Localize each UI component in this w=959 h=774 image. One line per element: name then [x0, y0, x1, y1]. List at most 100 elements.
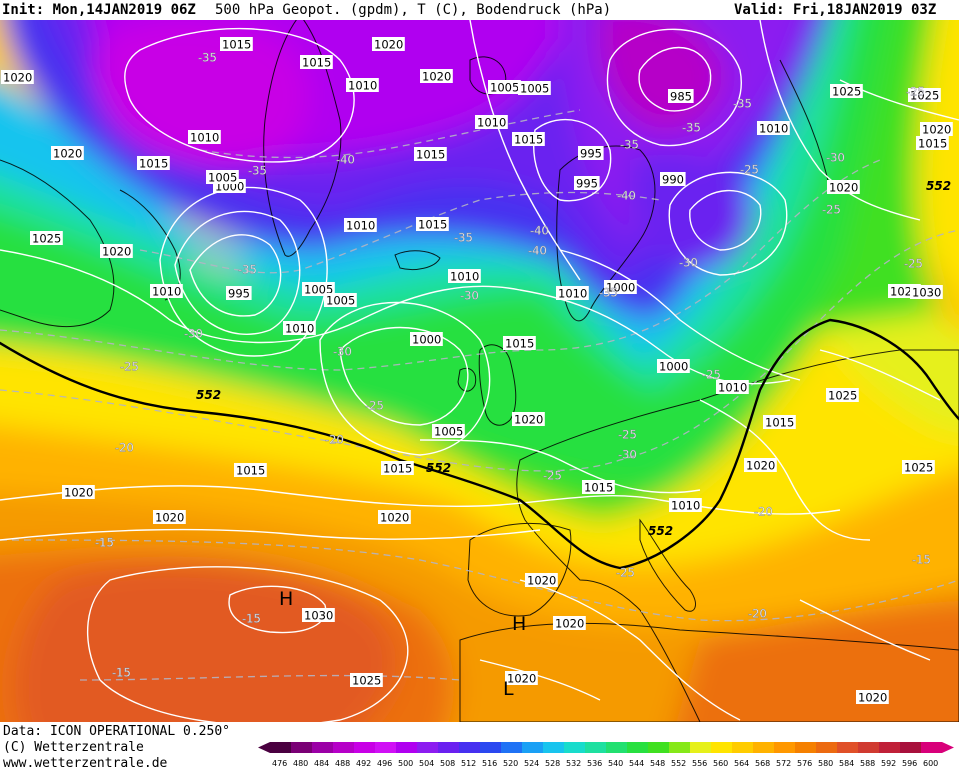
colorbar-tick-label: 556 [692, 759, 707, 768]
pressure-label-box [830, 84, 863, 98]
pressure-label: 1000 [606, 281, 635, 295]
colorbar-tick-label: 552 [671, 759, 686, 768]
pressure-label-box [920, 122, 953, 136]
pressure-label-box [856, 690, 889, 704]
colorbar-tick-label: 564 [734, 759, 749, 768]
colorbar-swatch [648, 742, 669, 753]
pressure-label-box [62, 485, 95, 499]
temperature-label: -30 [618, 448, 637, 462]
pressure-labels: 1015 1015 1020 1020 1010 1010 1025 1020 1015 1010… [1, 37, 953, 705]
pressure-label-box [432, 424, 465, 438]
temperature-label: -35 [248, 164, 267, 178]
pressure-label-box [448, 269, 481, 283]
colorbar-tick-label: 568 [755, 759, 770, 768]
pressure-label-box [668, 89, 694, 103]
colorbar-swatch [543, 742, 564, 753]
pressure-label-box [378, 510, 411, 524]
temperature-label: -35 [238, 263, 257, 277]
pressure-label-box [220, 37, 253, 51]
pressure-label-box [716, 380, 749, 394]
pressure-label: 995 [576, 177, 598, 191]
map-title: 500 hPa Geopot. (gpdm), T (C), Bodendruc… [215, 2, 612, 18]
colorbar-tick-label: 588 [860, 759, 875, 768]
pressure-label: 1020 [155, 511, 184, 525]
temperature-label: -40 [336, 153, 355, 167]
colorbar-tick-label: 572 [776, 759, 791, 768]
temperature-label: -25 [904, 257, 923, 271]
geopotential-552-label: 552 [426, 461, 451, 475]
colorbar-swatch [375, 742, 396, 753]
pressure-label-box [827, 180, 860, 194]
pressure-label: 1000 [659, 360, 688, 374]
pressure-label: 1030 [304, 609, 333, 623]
pressure-label-box [574, 176, 600, 190]
pressure-label: 1010 [190, 131, 219, 145]
pressure-label: 1020 [102, 245, 131, 259]
temperature-label: -25 [906, 85, 925, 99]
pressure-label-box [657, 359, 690, 373]
pressure-label-box [744, 458, 777, 472]
temperature-label: -20 [115, 441, 134, 455]
pressure-label: 1005 [520, 82, 549, 96]
colorbar-swatch [564, 742, 585, 753]
colorbar-tick-label: 476 [272, 759, 287, 768]
pressure-label: 1005 [434, 425, 463, 439]
colorbar-tick-label: 488 [335, 759, 350, 768]
colorbar-arrow-low [258, 742, 270, 753]
colorbar-tick-label: 532 [566, 759, 581, 768]
geopotential-552-label: 552 [926, 179, 951, 193]
init-time: Init: Mon,14JAN2019 06Z [2, 2, 196, 18]
pressure-label-box [669, 498, 702, 512]
temperature-label: -30 [333, 345, 352, 359]
temperature-label: -15 [242, 612, 261, 626]
pressure-label-box [660, 172, 686, 186]
colorbar-tick-label: 492 [356, 759, 371, 768]
pressure-label: 1025 [352, 674, 381, 688]
pressure-label: 1010 [671, 499, 700, 513]
temperature-label: -35 [599, 286, 618, 300]
colorbar-swatch [816, 742, 837, 753]
valid-time: Valid: Fri,18JAN2019 03Z [734, 2, 937, 18]
colorbar-swatch [879, 742, 900, 753]
temperature-label: -35 [620, 138, 639, 152]
colorbar-swatch [606, 742, 627, 753]
pressure-label-box [324, 293, 357, 307]
pressure-label: 1005 [326, 294, 355, 308]
temperature-label: -30 [184, 327, 203, 341]
temperature-label: -25 [740, 163, 759, 177]
pressure-label-box [30, 231, 63, 245]
pressure-label: 1010 [450, 270, 479, 284]
data-source-credit: Data: ICON OPERATIONAL 0.250° [3, 724, 230, 739]
colorbar-tick-label: 504 [419, 759, 434, 768]
pressure-label: 1020 [53, 147, 82, 161]
pressure-label-box [206, 170, 239, 184]
colorbar-tick-label: 528 [545, 759, 560, 768]
temperature-label: -30 [826, 151, 845, 165]
pressure-label: 1020 [380, 511, 409, 525]
colorbar-swatch [732, 742, 753, 753]
temperature-label: -40 [530, 224, 549, 238]
colorbar-tick-label: 496 [377, 759, 392, 768]
pressure-label: 1015 [302, 56, 331, 70]
pressure-label: 1025 [832, 85, 861, 99]
pressure-label: 1015 [383, 462, 412, 476]
low-pressure-marker: L [503, 678, 514, 700]
colorbar-tick-label: 544 [629, 759, 644, 768]
pressure-label: 1020 [514, 413, 543, 427]
temperature-label: -25 [618, 428, 637, 442]
colorbar-swatch [858, 742, 879, 753]
temperature-label: -35 [454, 231, 473, 245]
pressure-label-box [908, 88, 941, 102]
pressure-label: 1020 [858, 691, 887, 705]
pressure-label: 1015 [918, 137, 947, 151]
temperature-label: -30 [460, 289, 479, 303]
geopotential-552-label: 552 [648, 524, 673, 538]
pressure-label: 1020 [374, 38, 403, 52]
pressure-label-box [475, 115, 508, 129]
pressure-label: 990 [662, 173, 684, 187]
colorbar-tick-label: 500 [398, 759, 413, 768]
colorbar-tick-label: 520 [503, 759, 518, 768]
colorbar-tick-label: 540 [608, 759, 623, 768]
pressure-label-box [302, 282, 335, 296]
colorbar-tick-label: 548 [650, 759, 665, 768]
